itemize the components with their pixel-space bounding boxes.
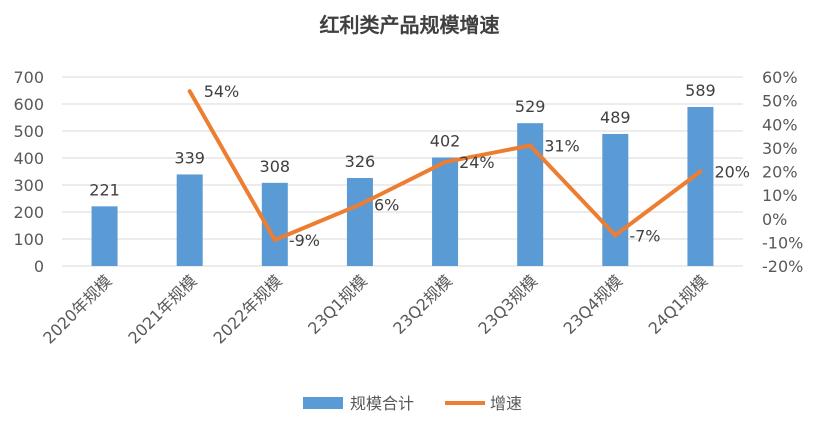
y-right-tick-label: 20%	[762, 163, 798, 182]
line-value-label: -7%	[629, 226, 660, 245]
left-axis-ticks: 0 100 200 300 400 500 600 700	[13, 68, 44, 276]
x-axis-ticks: 2020年规模 2021年规模 2022年规模 23Q1规模 23Q2规模 23Q3规模 2…	[39, 271, 711, 347]
x-tick-label: 23Q4规模	[560, 271, 627, 338]
bar-value-label: 339	[174, 148, 205, 167]
line-series	[187, 89, 703, 243]
y-left-tick-label: 400	[13, 149, 44, 168]
bar	[432, 157, 459, 266]
bar	[687, 106, 714, 266]
y-left-tick-label: 300	[13, 176, 44, 195]
data-labels: 221 339 308 326 402 529 489 589 54% -9% 6% 24% 31% -7…	[89, 81, 750, 250]
bar-series	[91, 106, 714, 266]
bar-value-label: 402	[430, 131, 461, 150]
line-value-label: -9%	[289, 231, 320, 250]
line-value-label: 54%	[204, 82, 240, 101]
x-tick-label: 23Q3规模	[474, 271, 541, 338]
y-left-tick-label: 200	[13, 203, 44, 222]
bar-value-label: 589	[685, 81, 716, 100]
chart-title: 红利类产品规模增速	[320, 13, 500, 37]
y-right-tick-label: -20%	[762, 257, 803, 276]
bar	[176, 174, 203, 266]
x-tick-label: 24Q1规模	[645, 271, 712, 338]
x-tick-label: 2021年规模	[124, 271, 200, 347]
line-value-label: 20%	[714, 163, 750, 182]
line-value-label: 6%	[374, 196, 399, 215]
y-left-tick-label: 700	[13, 68, 44, 87]
y-left-tick-label: 600	[13, 95, 44, 114]
legend-label-bar: 规模合计	[350, 394, 414, 413]
gridlines	[62, 76, 743, 267]
legend-label-line: 增速	[490, 394, 522, 413]
growth-line	[187, 89, 703, 243]
line-value-label: 31%	[544, 137, 580, 156]
bar	[346, 177, 373, 266]
x-tick-label: 2022年规模	[209, 271, 285, 347]
y-left-tick-label: 500	[13, 122, 44, 141]
y-left-tick-label: 0	[34, 257, 44, 276]
y-right-tick-label: 40%	[762, 115, 798, 134]
bar	[602, 133, 629, 266]
bar-value-label: 489	[600, 108, 631, 127]
y-right-tick-label: 10%	[762, 186, 798, 205]
y-right-tick-label: 30%	[762, 139, 798, 158]
bar-value-label: 221	[89, 180, 120, 199]
bar	[91, 206, 118, 266]
x-tick-label: 2020年规模	[39, 271, 115, 347]
x-tick-label: 23Q2规模	[389, 271, 456, 338]
legend: 规模合计 增速	[303, 394, 522, 413]
legend-swatch-bar	[303, 397, 343, 409]
x-tick-label: 23Q1规模	[304, 271, 371, 338]
y-right-tick-label: -10%	[762, 233, 803, 252]
y-left-tick-label: 100	[13, 230, 44, 249]
y-right-tick-label: 0%	[762, 210, 787, 229]
bar-value-label: 529	[515, 97, 546, 116]
line-value-label: 24%	[459, 153, 495, 172]
bar-value-label: 326	[345, 152, 376, 171]
right-axis-ticks: -20% -10% 0% 10% 20% 30% 40% 50% 60%	[762, 68, 803, 276]
bar-value-label: 308	[260, 157, 291, 176]
y-right-tick-label: 60%	[762, 68, 798, 87]
y-right-tick-label: 50%	[762, 92, 798, 111]
